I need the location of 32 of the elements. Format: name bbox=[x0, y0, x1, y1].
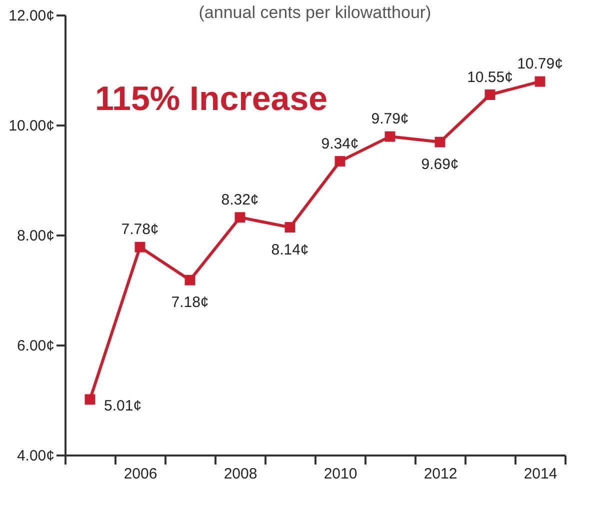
text: 5.01¢ bbox=[104, 397, 142, 414]
point bbox=[84, 394, 96, 405]
y-tick-label: 6.00¢ bbox=[16, 338, 54, 354]
text: 7.78¢ bbox=[121, 221, 159, 238]
text: 10.55¢ bbox=[467, 68, 513, 86]
x-tick-label: 2006 bbox=[124, 466, 158, 482]
y-tick-label: 4.00¢ bbox=[16, 448, 54, 464]
point bbox=[284, 222, 296, 233]
point bbox=[184, 274, 196, 286]
point bbox=[434, 136, 446, 148]
y-tick-label: 8.00¢ bbox=[16, 228, 54, 244]
y-tick-label: 12.00¢ bbox=[8, 8, 54, 24]
text: 8.32¢ bbox=[221, 191, 259, 208]
point bbox=[334, 156, 346, 167]
text: 9.79¢ bbox=[371, 110, 409, 128]
chart-title: (annual cents per kilowatthour) bbox=[198, 3, 432, 22]
y-tick-label: 10.00¢ bbox=[8, 118, 54, 134]
point bbox=[234, 212, 246, 223]
text: 10.79¢ bbox=[517, 56, 563, 73]
x-tick-label: 2008 bbox=[224, 466, 258, 482]
x-tick-label: 2014 bbox=[524, 466, 558, 482]
text: 9.69¢ bbox=[421, 156, 459, 174]
point bbox=[484, 90, 496, 100]
annotation: 115% Increase bbox=[95, 80, 328, 118]
x-tick-label: 2010 bbox=[324, 466, 358, 482]
x-tick-label: 2012 bbox=[424, 466, 458, 482]
text: 7.18¢ bbox=[171, 294, 209, 312]
text: 9.34¢ bbox=[321, 135, 359, 152]
text: 8.14¢ bbox=[271, 241, 309, 258]
point bbox=[534, 76, 546, 87]
point bbox=[134, 242, 146, 252]
point bbox=[384, 131, 396, 142]
